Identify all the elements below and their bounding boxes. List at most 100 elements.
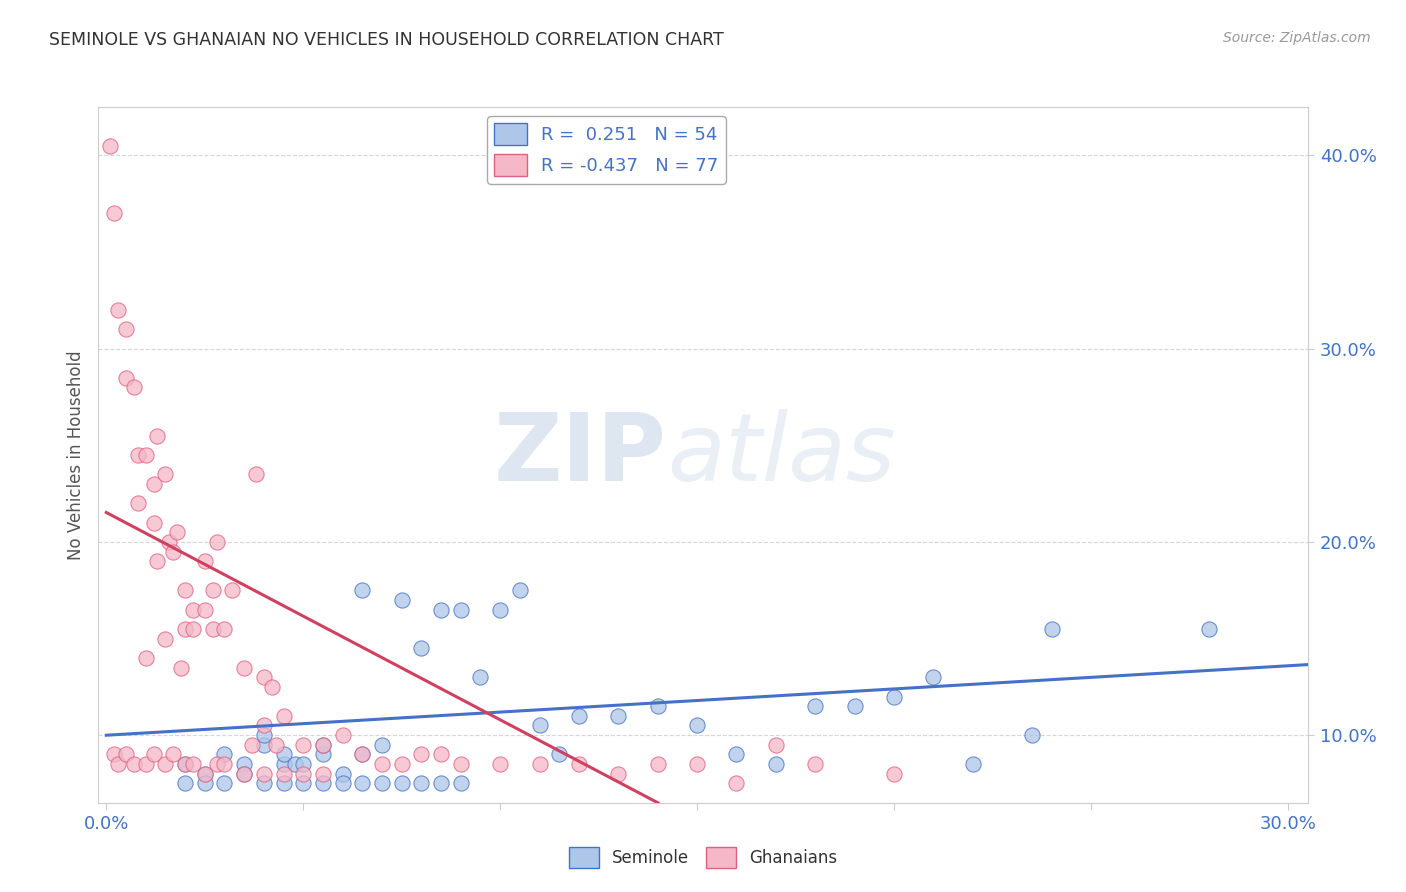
Point bbox=[146, 554, 169, 568]
Point bbox=[201, 583, 224, 598]
Point bbox=[922, 670, 945, 684]
Point bbox=[205, 535, 228, 549]
Point bbox=[332, 728, 354, 742]
Point bbox=[181, 622, 204, 636]
Point bbox=[489, 757, 512, 772]
Point bbox=[391, 592, 413, 607]
Point bbox=[284, 757, 307, 772]
Point bbox=[253, 776, 276, 790]
Point bbox=[174, 757, 197, 772]
Point bbox=[509, 583, 531, 598]
Point bbox=[115, 747, 138, 762]
Point bbox=[391, 757, 413, 772]
Point bbox=[166, 525, 188, 540]
Point bbox=[371, 776, 394, 790]
Point bbox=[253, 738, 276, 752]
Point bbox=[174, 622, 197, 636]
Point bbox=[725, 776, 748, 790]
Point bbox=[371, 757, 394, 772]
Point bbox=[686, 757, 709, 772]
Point bbox=[142, 516, 165, 530]
Point bbox=[312, 738, 335, 752]
Point bbox=[115, 322, 138, 336]
Point bbox=[181, 757, 204, 772]
Point bbox=[568, 757, 591, 772]
Point bbox=[245, 467, 267, 482]
Point bbox=[450, 776, 472, 790]
Point bbox=[529, 718, 551, 732]
Point bbox=[135, 651, 157, 665]
Point bbox=[411, 776, 433, 790]
Point bbox=[391, 776, 413, 790]
Legend: Seminole, Ghanaians: Seminole, Ghanaians bbox=[562, 841, 844, 874]
Point bbox=[352, 747, 374, 762]
Point bbox=[844, 699, 866, 714]
Point bbox=[450, 602, 472, 616]
Point bbox=[127, 448, 149, 462]
Point bbox=[411, 641, 433, 656]
Point bbox=[233, 660, 256, 674]
Point bbox=[122, 757, 145, 772]
Point bbox=[292, 776, 315, 790]
Point bbox=[253, 718, 276, 732]
Point bbox=[352, 747, 374, 762]
Point bbox=[529, 757, 551, 772]
Point bbox=[214, 747, 236, 762]
Point bbox=[146, 428, 169, 442]
Point bbox=[233, 767, 256, 781]
Point bbox=[292, 757, 315, 772]
Point bbox=[157, 535, 180, 549]
Point bbox=[155, 632, 177, 646]
Point bbox=[312, 747, 335, 762]
Point bbox=[647, 757, 669, 772]
Point bbox=[174, 757, 197, 772]
Point bbox=[214, 776, 236, 790]
Point bbox=[607, 708, 630, 723]
Point bbox=[725, 747, 748, 762]
Text: SEMINOLE VS GHANAIAN NO VEHICLES IN HOUSEHOLD CORRELATION CHART: SEMINOLE VS GHANAIAN NO VEHICLES IN HOUS… bbox=[49, 31, 724, 49]
Point bbox=[214, 622, 236, 636]
Point bbox=[765, 757, 787, 772]
Text: ZIP: ZIP bbox=[494, 409, 666, 501]
Point bbox=[489, 602, 512, 616]
Y-axis label: No Vehicles in Household: No Vehicles in Household bbox=[66, 350, 84, 560]
Point bbox=[155, 467, 177, 482]
Point bbox=[765, 738, 787, 752]
Point bbox=[107, 303, 129, 318]
Point bbox=[292, 738, 315, 752]
Text: Source: ZipAtlas.com: Source: ZipAtlas.com bbox=[1223, 31, 1371, 45]
Point bbox=[292, 767, 315, 781]
Point bbox=[194, 767, 217, 781]
Point bbox=[430, 747, 453, 762]
Point bbox=[233, 757, 256, 772]
Point bbox=[240, 738, 263, 752]
Point bbox=[214, 757, 236, 772]
Point bbox=[127, 496, 149, 510]
Text: atlas: atlas bbox=[666, 409, 896, 500]
Point bbox=[162, 747, 184, 762]
Point bbox=[312, 776, 335, 790]
Point bbox=[253, 767, 276, 781]
Point bbox=[568, 708, 591, 723]
Point bbox=[135, 757, 157, 772]
Point bbox=[1040, 622, 1063, 636]
Point bbox=[371, 738, 394, 752]
Point bbox=[162, 544, 184, 558]
Point bbox=[194, 776, 217, 790]
Point bbox=[194, 554, 217, 568]
Point bbox=[450, 757, 472, 772]
Point bbox=[647, 699, 669, 714]
Point bbox=[201, 622, 224, 636]
Point bbox=[1198, 622, 1220, 636]
Point bbox=[233, 767, 256, 781]
Point bbox=[804, 757, 827, 772]
Point bbox=[470, 670, 492, 684]
Point bbox=[253, 670, 276, 684]
Point bbox=[273, 767, 295, 781]
Point bbox=[332, 776, 354, 790]
Point bbox=[430, 602, 453, 616]
Point bbox=[883, 690, 905, 704]
Point bbox=[1021, 728, 1043, 742]
Point bbox=[962, 757, 984, 772]
Point bbox=[142, 476, 165, 491]
